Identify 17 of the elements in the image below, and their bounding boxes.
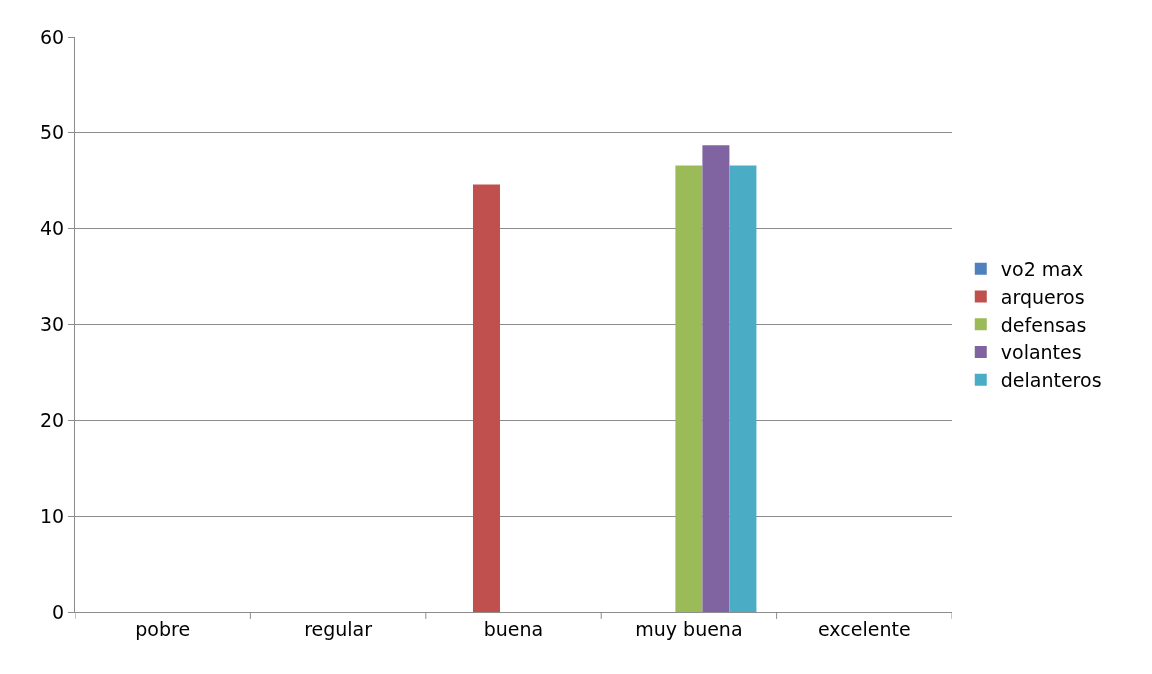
x-tick-label: excelente (818, 617, 911, 640)
legend-label: vo2 max (1000, 258, 1084, 281)
legend-label: volantes (1000, 341, 1082, 364)
y-tick-label: 0 (52, 600, 65, 623)
y-tick-label: 50 (40, 121, 65, 144)
y-tick-label: 10 (40, 504, 65, 527)
x-tick-label: buena (483, 617, 544, 640)
y-tick-label: 30 (40, 313, 65, 336)
x-tick-label: muy buena (635, 617, 743, 640)
legend-label: defensas (1000, 313, 1087, 336)
legend-label: delanteros (1000, 369, 1102, 392)
y-tick-label: 60 (40, 25, 65, 48)
legend-label: arqueros (1000, 285, 1085, 308)
y-tick-label: 20 (40, 408, 65, 431)
y-tick-label: 40 (40, 217, 65, 240)
x-tick-label: regular (304, 617, 373, 640)
x-tick-label: pobre (135, 617, 191, 640)
